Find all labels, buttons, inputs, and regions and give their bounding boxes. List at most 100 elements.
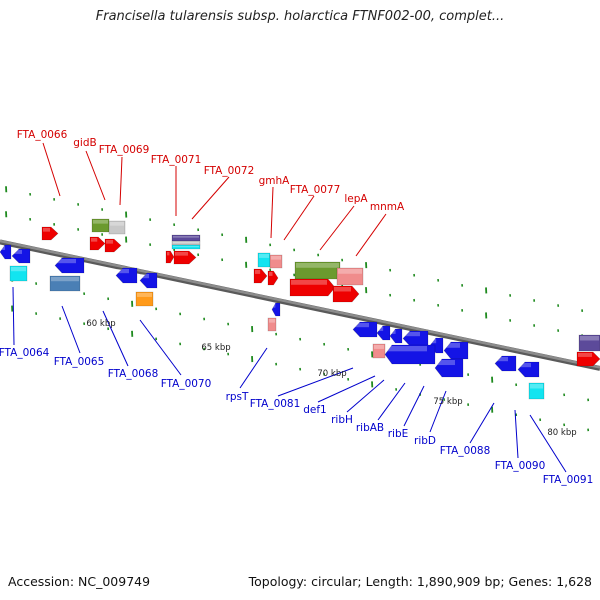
gene-mnmA-box-shine [338, 269, 362, 274]
gene-gmhA-box-shine [259, 254, 269, 258]
gene-label-ribD-leader [429, 390, 447, 433]
gene-FTA_0088 [494, 355, 517, 372]
gene-FTA_0091-box [528, 382, 545, 400]
gene-gmhA [253, 268, 268, 284]
gene-label-ribAB-leader [377, 382, 406, 421]
gene-FTA_0072-shine [175, 252, 188, 256]
gene-rpsT-box [267, 317, 277, 332]
gene-label-gidB-leader [85, 150, 106, 201]
gene-FTA_0088-shine [496, 357, 508, 362]
scale-label: 60 kbp [86, 319, 115, 329]
gene-FTA_0070 [139, 272, 158, 289]
gene-lepA-shine [291, 280, 327, 285]
gene-FTA_0069 [104, 238, 122, 253]
gene-FTA_0065-shine [56, 259, 76, 264]
gene-label-FTA_0081-label: FTA_0081 [250, 398, 301, 410]
gene-label-lepA-label: lepA [344, 193, 368, 205]
gene-FTA_0068 [115, 267, 138, 284]
gene-label-FTA_0091-leader [529, 414, 567, 473]
gene-FTA_0068-shine [117, 269, 129, 274]
gene-FTA_0072a-shine [167, 252, 170, 256]
gene-label-FTA_0090-leader [514, 409, 519, 459]
gene-label-FTA_0064-leader [12, 286, 15, 346]
gene-label-FTA_0077-label: FTA_0077 [290, 184, 341, 196]
gene-FTA_0069-box-shine [110, 222, 124, 226]
gene-lepA-box-shine [296, 263, 339, 268]
accession-label: Accession: NC_009749 [8, 574, 151, 589]
gene-FTA_0090 [517, 361, 540, 378]
gene-FTA_0070-box-shine [137, 293, 152, 297]
gene-gidB-box-shine [93, 220, 108, 224]
gene-label-FTA_0088-leader [469, 402, 495, 444]
gene-label-ribE-leader [403, 385, 425, 427]
gene-FTA_0064-box [9, 265, 28, 282]
gene-ribD-shine [436, 360, 455, 366]
gene-edge-purple-shine [580, 336, 599, 341]
gene-mnmA-shine [334, 287, 351, 292]
gene-FTA_0066-shine [43, 228, 50, 232]
gene-label-rpsT-label: rpsT [226, 391, 249, 403]
gene-label-FTA_0069-label: FTA_0069 [99, 144, 150, 156]
gene-label-FTA_0066-label: FTA_0066 [17, 129, 68, 141]
gene-edge-purple [578, 334, 600, 352]
gene-label-FTA_0090-label: FTA_0090 [495, 460, 546, 472]
gene-gidB [89, 236, 106, 251]
gene-label-FTA_0072-label: FTA_0072 [204, 165, 255, 177]
gene-ribH-top [389, 328, 403, 344]
gene-label-ribD-label: ribD [414, 435, 436, 447]
gene-label-FTA_0071-label: FTA_0071 [151, 154, 202, 166]
gene-FTA_0064 [11, 248, 31, 264]
gene-label-ribE-label: ribE [388, 428, 409, 440]
gene-FTA_0072a [165, 250, 175, 264]
gene-mnmA [332, 285, 360, 303]
gene-label-gmhA-leader [270, 186, 274, 239]
gene-FTA_0065 [54, 257, 85, 274]
gene-label-FTA_0077-leader [283, 195, 315, 241]
gene-label-mnmA-label: mnmA [370, 201, 405, 213]
gene-def1-box-shine [374, 345, 384, 349]
gene-label-FTA_0064-label: FTA_0064 [0, 347, 50, 359]
gene-FTA_0065-box [49, 275, 81, 292]
gene-FTA_0066 [41, 226, 59, 241]
gene-edge-red [576, 351, 600, 367]
gene-edge-red-shine [578, 353, 592, 357]
scale-label: 70 kbp [317, 369, 346, 379]
gene-label-mnmA-leader [355, 213, 387, 257]
gene-FTA_0071-bottom-shine [173, 246, 199, 248]
label-leader-lines [12, 142, 567, 473]
gene-lepA [289, 278, 336, 297]
gene-gmhA-shine [255, 270, 261, 274]
gene-label-def1-label: def1 [303, 404, 327, 416]
gene-ribAB-top-shine [404, 332, 420, 337]
gene-FTA_0064a-shine [1, 246, 6, 250]
gene-FTA_0091-box-shine [530, 384, 543, 389]
gene-ribE-top-shine [431, 339, 437, 344]
gene-ribH-top-shine [391, 330, 396, 334]
gene-FTA_0065-box-shine [51, 277, 79, 282]
gene-gidB-shine [91, 238, 98, 242]
gene-label-def1-leader [317, 375, 376, 403]
gene-rpsT-shine [273, 304, 276, 308]
gene-FTA_0070-box [135, 291, 154, 307]
gene-label-FTA_0081-leader [277, 367, 354, 397]
gene-label-ribAB-label: ribAB [356, 422, 384, 434]
gene-ribAB [384, 344, 436, 365]
gene-FTA_0071-top [171, 234, 201, 242]
gene-label-gidB-label: gidB [73, 137, 96, 149]
genome-backbone [0, 239, 600, 371]
gene-rpsT [271, 302, 281, 317]
topology-label: Topology: circular; Length: 1,890,909 bp… [248, 574, 592, 589]
gene-FTA_0077-box [269, 254, 283, 269]
map-title: Francisella tularensis subsp. holarctica… [95, 9, 505, 24]
gene-FTA_0064a [0, 244, 12, 260]
gene-features [0, 218, 600, 400]
gene-FTA_0064-box-shine [11, 267, 26, 272]
gene-FTA_0069-shine [106, 240, 113, 244]
gene-FTA_0090-shine [519, 363, 531, 368]
gene-label-ribH-label: ribH [331, 414, 353, 426]
gene-FTA_0071-bottom [171, 244, 201, 250]
gene-FTA_0077-box-shine [271, 256, 281, 260]
gene-FTA_0077 [267, 270, 279, 286]
